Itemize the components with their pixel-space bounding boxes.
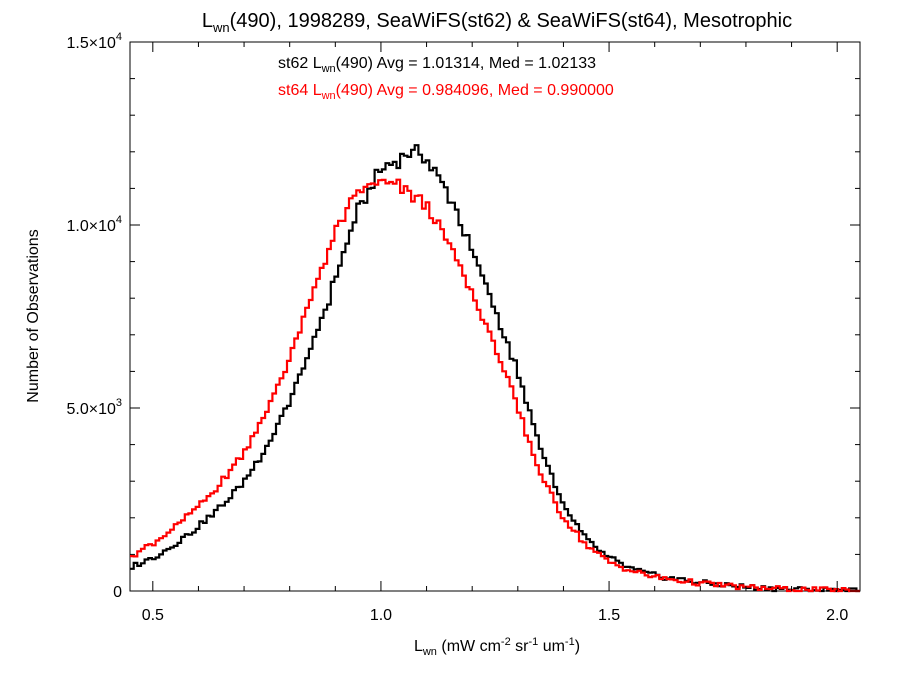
y-tick-label: 1.0×104 <box>66 214 122 235</box>
tick-layer: 0.5 1.0 1.5 2.0 0 5.0×103 1.0×104 1.5×104 <box>66 31 860 624</box>
x-tick-label: 1.0 <box>370 607 392 624</box>
x-tick-label: 0.5 <box>142 607 164 624</box>
y-axis-label: Number of Observations <box>25 229 42 402</box>
plot-frame <box>129 41 861 592</box>
series-st62-line <box>130 144 860 593</box>
y-tick-label: 1.5×104 <box>66 31 122 52</box>
chart-title: Lwn(490), 1998289, SeaWiFS(st62) & SeaWi… <box>202 10 792 35</box>
annotation-st64: st64 Lwn(490) Avg = 0.984096, Med = 0.99… <box>278 82 614 102</box>
x-axis-label: Lwn (mW cm-2 sr-1 um-1) <box>414 636 580 658</box>
x-tick-label: 2.0 <box>826 607 848 624</box>
y-tick-label: 0 <box>113 584 122 601</box>
annotation-st62: st62 Lwn(490) Avg = 1.01314, Med = 1.021… <box>278 55 596 75</box>
y-tick-label: 5.0×103 <box>66 397 122 418</box>
series-layer <box>130 144 860 593</box>
x-tick-label: 1.5 <box>598 607 620 624</box>
series-st64-line <box>130 178 860 593</box>
